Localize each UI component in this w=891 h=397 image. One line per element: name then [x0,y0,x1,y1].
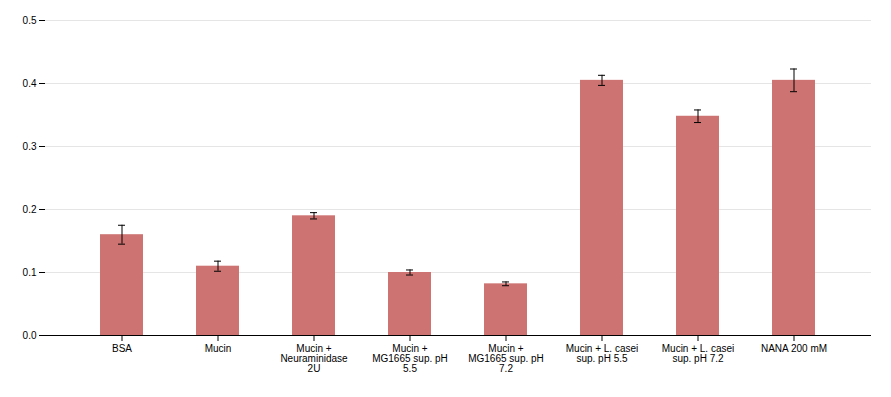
svg-text:Mucin + L. caseisup. pH 7.2: Mucin + L. caseisup. pH 7.2 [662,343,735,364]
svg-text:Mucin +Neuraminidase2U: Mucin +Neuraminidase2U [280,343,348,374]
svg-text:NANA 200 mM: NANA 200 mM [761,343,827,354]
svg-text:Mucin: Mucin [205,343,232,354]
svg-text:BSA: BSA [112,343,132,354]
svg-text:0.2: 0.2 [23,204,37,215]
svg-text:0.3: 0.3 [23,141,37,152]
svg-text:Mucin +MG1665 sup. pH7.2: Mucin +MG1665 sup. pH7.2 [468,343,544,374]
svg-text:Mucin +MG1665 sup. pH5.5: Mucin +MG1665 sup. pH5.5 [372,343,448,374]
svg-text:0.0: 0.0 [23,330,37,341]
svg-text:0.4: 0.4 [23,78,37,89]
svg-text:0.1: 0.1 [23,267,37,278]
svg-text:Mucin + L. caseisup. pH 5.5: Mucin + L. caseisup. pH 5.5 [566,343,639,364]
svg-text:0.5: 0.5 [23,15,37,26]
